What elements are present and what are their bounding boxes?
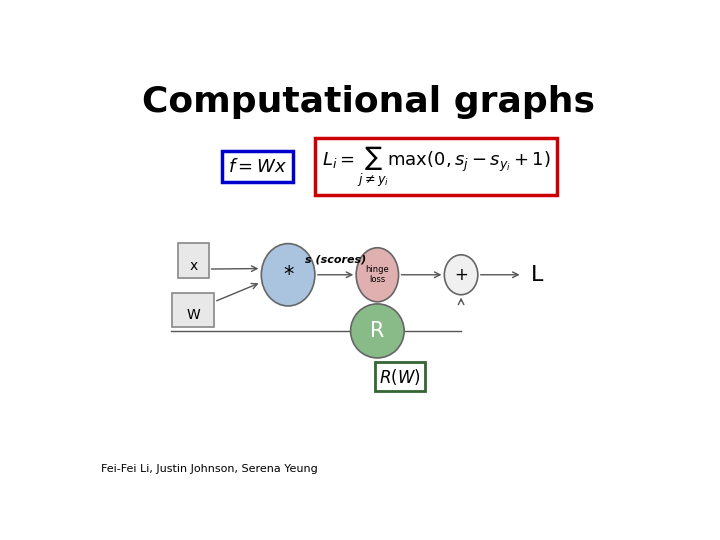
Text: +: + [454, 266, 468, 284]
Text: $L_i = \sum_{j \neq y_i} \max(0, s_j - s_{y_i} + 1)$: $L_i = \sum_{j \neq y_i} \max(0, s_j - s… [322, 145, 550, 189]
Ellipse shape [444, 255, 478, 295]
Text: $f = Wx$: $f = Wx$ [228, 158, 287, 176]
Text: R: R [370, 321, 384, 341]
Text: Computational graphs: Computational graphs [143, 85, 595, 119]
FancyBboxPatch shape [172, 294, 214, 327]
Text: x: x [189, 259, 197, 273]
Text: hinge
loss: hinge loss [366, 265, 390, 285]
Ellipse shape [356, 248, 399, 302]
Text: $R(W)$: $R(W)$ [379, 367, 420, 387]
FancyBboxPatch shape [178, 242, 209, 278]
Text: *: * [283, 265, 293, 285]
Ellipse shape [351, 304, 404, 358]
Text: L: L [531, 265, 543, 285]
Text: Fei-Fei Li, Justin Johnson, Serena Yeung: Fei-Fei Li, Justin Johnson, Serena Yeung [101, 464, 318, 474]
Text: s (scores): s (scores) [305, 254, 366, 265]
Text: W: W [186, 308, 200, 322]
Ellipse shape [261, 244, 315, 306]
